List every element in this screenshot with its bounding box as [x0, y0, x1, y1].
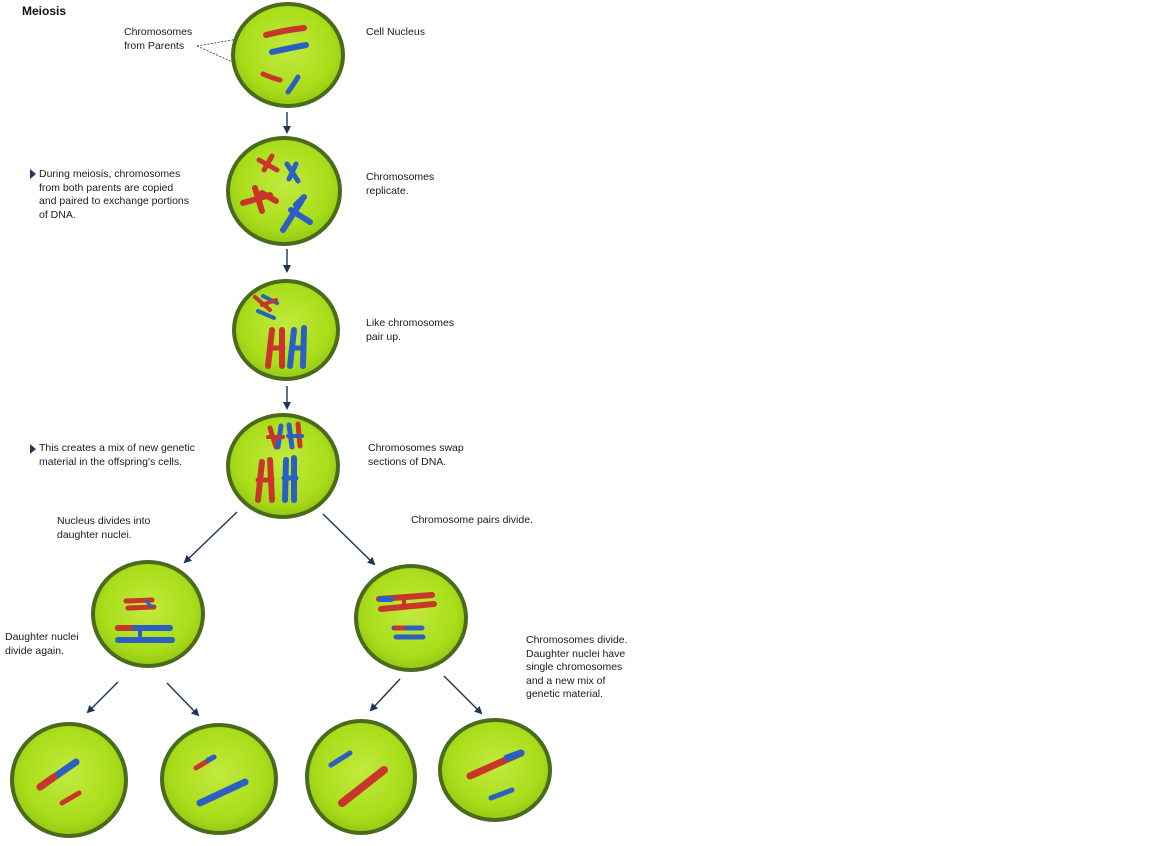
- arrow-down-right-icon: [166, 682, 200, 717]
- label-chromosomes-replicate: Chromosomes replicate.: [366, 171, 435, 197]
- label-chromosomes-divide-final: Chromosomes divide. Daughter nuclei have…: [526, 634, 628, 700]
- chromosome-red: [263, 25, 307, 38]
- chromosome-blue: [269, 42, 309, 55]
- cell-nucleus-2: [226, 136, 342, 246]
- daughter-nucleus-right: [354, 564, 468, 672]
- replicated-chromosome-blue: [280, 161, 313, 233]
- arrow-down-right-icon: [322, 513, 376, 566]
- arrow-down-left-icon: [369, 678, 401, 712]
- replicated-chromosome-red: [240, 153, 280, 214]
- label-nucleus-divides: Nucleus divides into daughter nuclei.: [57, 515, 151, 541]
- cell-nucleus-4: [226, 413, 340, 519]
- diagram-title: Meiosis: [22, 4, 67, 18]
- label-like-chromosomes-pair: Like chromosomes pair up.: [366, 317, 455, 343]
- chromosome-red: [260, 71, 283, 83]
- cell-nucleus-1: [231, 2, 345, 108]
- label-chromosomes-swap: Chromosomes swap sections of DNA.: [368, 442, 464, 468]
- label-chromosomes-from-parents: Chromosomes from Parents: [124, 26, 193, 52]
- cell-nucleus-3: [232, 279, 340, 381]
- final-nucleus-3: [305, 719, 417, 835]
- chromosome-blue: [285, 74, 301, 95]
- label-mix-of-genetic: This creates a mix of new genetic materi…: [39, 442, 195, 468]
- final-nucleus-1: [10, 722, 128, 838]
- arrow-down-left-icon: [183, 511, 238, 564]
- triangle-bullet-icon: [30, 169, 36, 179]
- final-nucleus-4: [438, 718, 552, 822]
- daughter-nucleus-left: [91, 560, 205, 668]
- flow-arrows: [86, 112, 483, 717]
- arrow-down-right-icon: [443, 675, 483, 715]
- label-cell-nucleus: Cell Nucleus: [366, 26, 425, 38]
- arrow-down-left-icon: [86, 681, 119, 714]
- label-during-meiosis: During meiosis, chromosomes from both pa…: [39, 168, 190, 221]
- triangle-bullet-icon: [30, 444, 36, 454]
- label-chromosome-pairs-divide: Chromosome pairs divide.: [411, 514, 533, 526]
- final-nucleus-2: [160, 723, 278, 835]
- label-daughter-divide-again: Daughter nuclei divide again.: [5, 631, 79, 657]
